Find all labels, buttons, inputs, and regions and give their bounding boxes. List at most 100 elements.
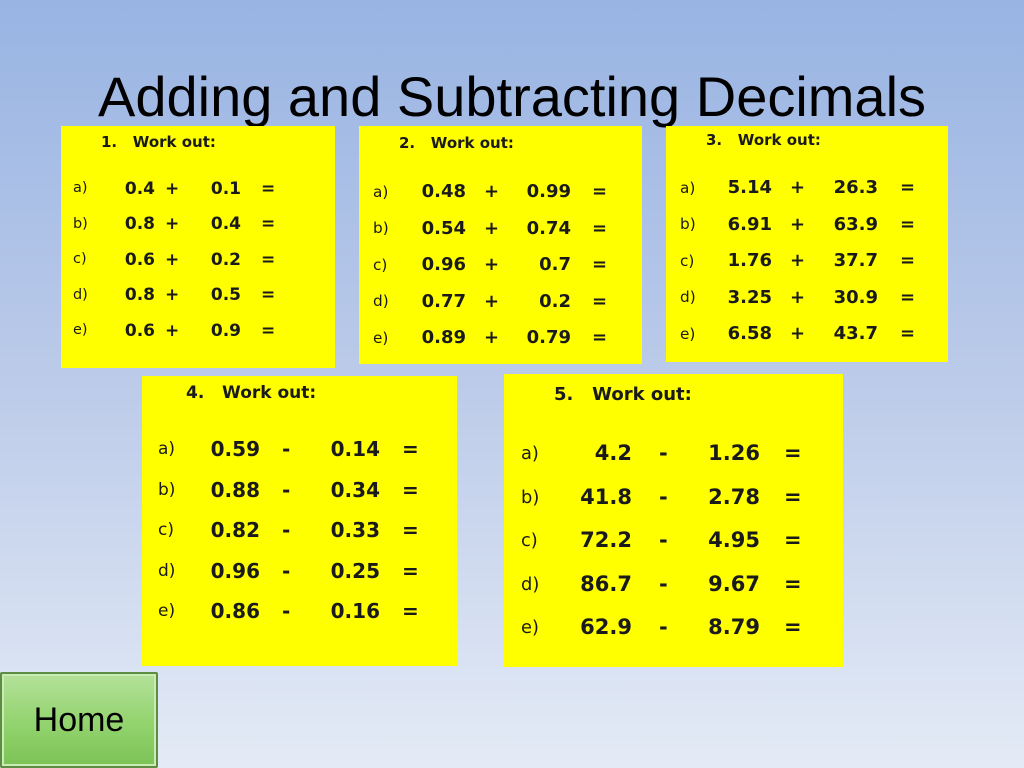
- question-letter: e): [680, 324, 696, 343]
- question-letter: b): [373, 219, 389, 238]
- operator: +: [484, 290, 500, 312]
- operator: -: [659, 571, 668, 596]
- question-row: c) 0.96 +0.7 =: [359, 254, 642, 277]
- left-operand: 0.54: [421, 217, 466, 239]
- operator: -: [282, 477, 291, 502]
- left-operand: 0.48: [421, 181, 466, 203]
- question-row: c) 1.76 +37.7 =: [666, 250, 948, 273]
- left-operand: 1.76: [727, 250, 772, 272]
- left-operand: 0.8: [124, 285, 155, 306]
- question-row: b) 0.88- 0.34 =: [142, 478, 457, 504]
- operator: +: [790, 177, 806, 199]
- question-row: e) 0.86- 0.16 =: [142, 599, 457, 625]
- left-operand: 6.58: [727, 323, 772, 345]
- right-operand: 30.9: [833, 286, 878, 308]
- right-operand: 0.99: [526, 181, 571, 203]
- right-operand: 0.4: [210, 214, 241, 235]
- left-operand: 0.86: [210, 599, 260, 623]
- equals-sign: =: [900, 177, 916, 199]
- equals-sign: =: [900, 286, 916, 308]
- operator: +: [165, 178, 180, 199]
- equals-sign: =: [261, 178, 276, 199]
- question-row: c) 0.82- 0.33 =: [142, 518, 457, 544]
- question-letter: b): [521, 486, 540, 508]
- left-operand: 72.2: [580, 528, 632, 553]
- box-heading: 3. Work out:: [706, 131, 821, 149]
- question-letter: a): [373, 182, 389, 201]
- question-row: e) 6.58 +43.7 =: [666, 323, 948, 346]
- operator: +: [484, 217, 500, 239]
- exercise-box-4: 4. Work out: a) 0.59-0.14 = b) 0.88-0.34 = c) 0.…: [142, 376, 457, 666]
- right-operand: 2.78: [708, 484, 760, 509]
- equals-sign: =: [402, 437, 419, 461]
- question-letter: d): [521, 573, 540, 595]
- right-operand: 43.7: [833, 323, 878, 345]
- equals-sign: =: [900, 323, 916, 345]
- right-operand: 0.25: [330, 558, 380, 583]
- right-operand: 0.5: [210, 285, 241, 306]
- exercise-box-2: 2. Work out: a) 0.48 +0.99 = b) 0.54 +0.74 = c) 0.…: [359, 126, 642, 364]
- question-row: b) 6.91 +63.9 =: [666, 214, 948, 237]
- question-row: d) 0.96- 0.25 =: [142, 559, 457, 585]
- question-row: c) 0.6 +0.2 =: [61, 250, 335, 272]
- operator: -: [282, 518, 291, 542]
- equals-sign: =: [261, 320, 276, 341]
- page-title: Adding and Subtracting Decimals: [97, 65, 927, 128]
- right-operand: 8.79: [708, 615, 760, 640]
- question-letter: e): [373, 328, 389, 347]
- operator: +: [484, 327, 500, 349]
- box-heading: 4. Work out:: [186, 383, 317, 403]
- right-operand: 0.14: [330, 437, 380, 461]
- equals-sign: =: [261, 249, 276, 270]
- question-letter: b): [158, 479, 176, 500]
- question-letter: c): [680, 251, 695, 270]
- question-row: d) 86.7 - 9.67 =: [504, 572, 843, 599]
- left-operand: 6.91: [727, 213, 772, 235]
- question-letter: d): [680, 288, 696, 307]
- question-row: b) 41.8 - 2.78 =: [504, 485, 843, 512]
- question-letter: e): [521, 617, 539, 639]
- question-row: a) 4.2 - 1.26 =: [504, 441, 843, 468]
- question-letter: d): [158, 560, 176, 581]
- right-operand: 0.2: [539, 290, 571, 312]
- equals-sign: =: [261, 285, 276, 306]
- question-row: e) 0.6 +0.9 =: [61, 321, 335, 343]
- box-heading: 5. Work out:: [554, 384, 692, 405]
- home-button[interactable]: Home: [0, 672, 158, 768]
- question-row: b) 0.54 +0.74 =: [359, 218, 642, 241]
- right-operand: 0.2: [210, 249, 241, 270]
- question-row: e) 0.89 +0.79 =: [359, 327, 642, 350]
- question-letter: d): [373, 292, 389, 311]
- question-row: b) 0.8 +0.4 =: [61, 214, 335, 236]
- right-operand: 0.74: [526, 217, 571, 239]
- equals-sign: =: [784, 571, 802, 596]
- equals-sign: =: [900, 213, 916, 235]
- operator: -: [659, 528, 668, 553]
- right-operand: 0.33: [330, 518, 380, 542]
- box-heading: 2. Work out:: [399, 134, 514, 152]
- question-row: a) 0.4 +0.1 =: [61, 179, 335, 201]
- question-letter: c): [373, 255, 388, 274]
- operator: +: [484, 254, 500, 276]
- equals-sign: =: [592, 217, 608, 239]
- left-operand: 0.96: [210, 558, 260, 583]
- equals-sign: =: [592, 254, 608, 276]
- equals-sign: =: [402, 558, 419, 583]
- question-letter: e): [73, 322, 88, 339]
- equals-sign: =: [900, 250, 916, 272]
- question-row: a) 0.48 +0.99 =: [359, 181, 642, 204]
- question-letter: c): [521, 530, 538, 552]
- left-operand: 0.59: [210, 437, 260, 461]
- right-operand: 0.7: [539, 254, 571, 276]
- left-operand: 0.4: [124, 178, 155, 199]
- question-row: a) 0.59- 0.14 =: [142, 437, 457, 463]
- question-letter: a): [521, 443, 539, 465]
- right-operand: 0.1: [210, 178, 241, 199]
- right-operand: 0.9: [210, 320, 241, 341]
- operator: -: [282, 599, 291, 623]
- question-row: c) 72.2 - 4.95 =: [504, 528, 843, 555]
- question-letter: c): [158, 520, 174, 540]
- right-operand: 1.26: [708, 441, 760, 466]
- right-operand: 37.7: [833, 250, 878, 272]
- operator: +: [790, 213, 806, 235]
